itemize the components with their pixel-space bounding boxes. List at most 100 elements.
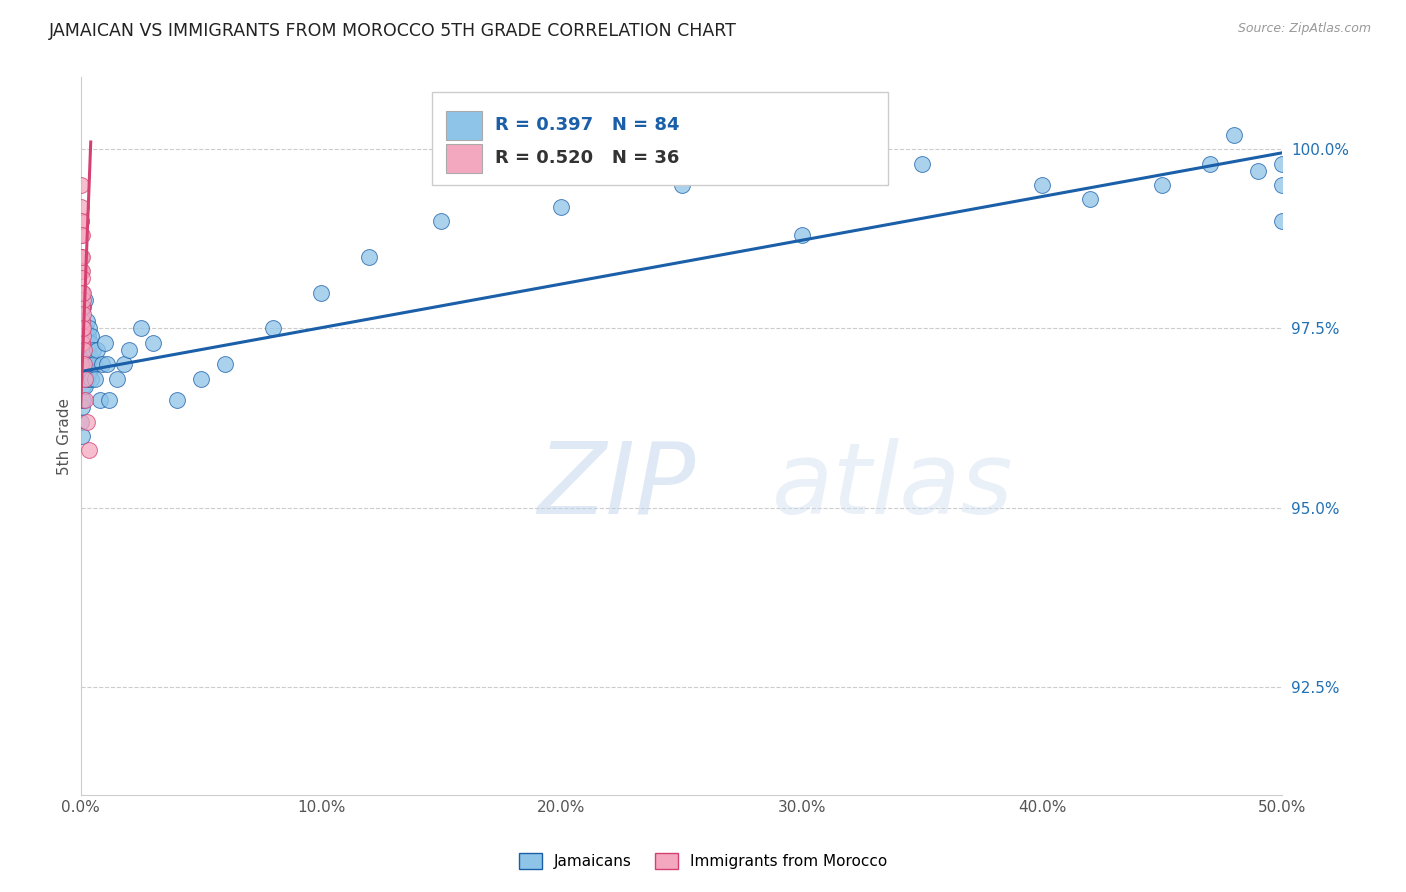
Point — [72, 321, 94, 335]
Point — [430, 214, 453, 228]
FancyBboxPatch shape — [446, 112, 482, 140]
Point — [70, 250, 93, 264]
Point — [72, 335, 94, 350]
Point — [70, 250, 93, 264]
Point — [309, 285, 332, 300]
Point — [76, 415, 98, 429]
Point — [72, 357, 94, 371]
Text: JAMAICAN VS IMMIGRANTS FROM MOROCCO 5TH GRADE CORRELATION CHART: JAMAICAN VS IMMIGRANTS FROM MOROCCO 5TH … — [49, 22, 737, 40]
Point — [73, 335, 96, 350]
Point — [70, 335, 93, 350]
Point — [86, 343, 108, 357]
Point — [72, 300, 94, 314]
Point — [75, 379, 97, 393]
Point — [73, 350, 96, 364]
Point — [70, 415, 93, 429]
Point — [105, 372, 128, 386]
Point — [118, 343, 141, 357]
Point — [72, 321, 94, 335]
Point — [70, 357, 93, 371]
Point — [73, 357, 96, 371]
Point — [77, 443, 100, 458]
Point — [70, 328, 93, 343]
Point — [76, 343, 98, 357]
Point — [91, 357, 114, 371]
Point — [89, 393, 111, 408]
Point — [70, 300, 93, 314]
Point — [84, 372, 107, 386]
Point — [72, 293, 94, 307]
Point — [72, 328, 94, 343]
Point — [262, 321, 284, 335]
Point — [70, 264, 93, 278]
Point — [1078, 193, 1101, 207]
Point — [72, 307, 94, 321]
Point — [96, 357, 118, 371]
Point — [73, 372, 96, 386]
Point — [70, 178, 93, 192]
Point — [75, 393, 97, 408]
Point — [80, 372, 103, 386]
Point — [72, 343, 94, 357]
FancyBboxPatch shape — [432, 92, 889, 185]
Point — [70, 372, 93, 386]
Point — [72, 285, 94, 300]
Point — [72, 372, 94, 386]
Point — [1247, 163, 1270, 178]
Point — [70, 357, 93, 371]
Point — [70, 300, 93, 314]
Point — [73, 357, 96, 371]
Point — [76, 314, 98, 328]
Point — [1271, 178, 1294, 192]
Point — [1199, 156, 1222, 170]
Point — [790, 228, 813, 243]
Point — [70, 285, 93, 300]
Point — [77, 321, 100, 335]
Point — [142, 335, 165, 350]
Text: R = 0.397   N = 84: R = 0.397 N = 84 — [495, 117, 679, 135]
Point — [70, 200, 93, 214]
Point — [82, 343, 104, 357]
Point — [72, 379, 94, 393]
Point — [70, 372, 93, 386]
Point — [79, 335, 101, 350]
Text: Source: ZipAtlas.com: Source: ZipAtlas.com — [1237, 22, 1371, 36]
Point — [70, 250, 93, 264]
Legend: Jamaicans, Immigrants from Morocco: Jamaicans, Immigrants from Morocco — [513, 847, 893, 875]
Point — [70, 321, 93, 335]
Point — [166, 393, 188, 408]
Point — [214, 357, 236, 371]
Point — [70, 393, 93, 408]
Point — [70, 343, 93, 357]
Point — [1152, 178, 1174, 192]
Point — [70, 285, 93, 300]
Point — [72, 314, 94, 328]
Point — [70, 285, 93, 300]
Point — [550, 200, 572, 214]
Point — [73, 321, 96, 335]
Point — [1271, 156, 1294, 170]
Point — [72, 343, 94, 357]
Point — [77, 364, 100, 378]
Point — [70, 335, 93, 350]
Point — [1223, 128, 1246, 142]
Point — [75, 343, 97, 357]
Point — [93, 335, 115, 350]
Point — [70, 335, 93, 350]
Point — [73, 343, 96, 357]
Point — [70, 214, 93, 228]
Point — [98, 393, 121, 408]
Point — [70, 321, 93, 335]
Point — [70, 321, 93, 335]
Point — [80, 328, 103, 343]
Point — [79, 350, 101, 364]
Point — [77, 343, 100, 357]
Point — [76, 372, 98, 386]
Point — [129, 321, 152, 335]
Y-axis label: 5th Grade: 5th Grade — [58, 398, 72, 475]
Point — [70, 214, 93, 228]
Point — [72, 271, 94, 285]
Point — [76, 328, 98, 343]
Point — [70, 228, 93, 243]
Point — [75, 357, 97, 371]
